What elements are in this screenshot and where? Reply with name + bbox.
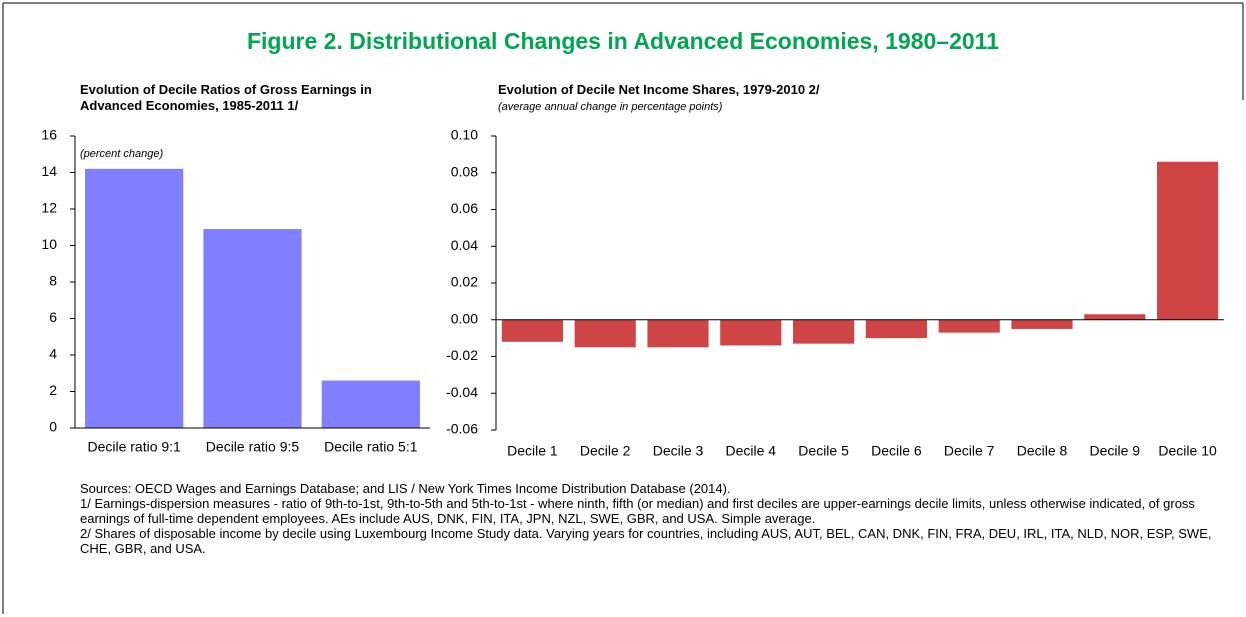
note: Sources: OECD Wages and Earnings Databas… [80,481,731,496]
figure-title: Figure 2. Distributional Changes in Adva… [246,28,999,54]
y-tick-label: 0 [49,419,57,435]
bar [203,229,302,428]
y-tick-label: -0.02 [446,347,478,363]
y-tick-label: 0.10 [451,127,478,143]
notes: Sources: OECD Wages and Earnings Databas… [80,481,1230,556]
x-tick-label: Decile 6 [871,443,922,459]
x-tick-label: Decile 9 [1090,443,1141,459]
bar [1011,319,1073,329]
chart-subtitle: (percent change) [80,148,164,160]
chart-title: Evolution of Decile Net Income Shares, 1… [498,82,820,97]
x-tick-label: Decile 2 [580,443,631,459]
bar [1157,161,1219,320]
bar [574,319,636,348]
y-tick-label: 16 [41,127,57,143]
y-tick-label: 0.04 [451,237,478,253]
note: 1/ Earnings-dispersion measures - ratio … [80,496,1195,526]
y-tick-label: -0.04 [446,384,478,400]
x-tick-label: Decile 3 [653,443,704,459]
x-tick-label: Decile 10 [1158,443,1217,459]
x-tick-label: Decile 1 [507,443,558,459]
note: 2/ Shares of disposable income by decile… [80,526,1212,556]
bar [321,380,420,428]
y-tick-label: -0.06 [446,421,478,437]
bar [938,319,1000,333]
bar [85,168,184,428]
y-tick-label: 0.00 [451,310,478,326]
y-tick-label: 2 [49,382,57,398]
bar [647,319,709,348]
y-tick-label: 0.06 [451,200,478,216]
x-tick-label: Decile 8 [1017,443,1068,459]
y-tick-label: 6 [49,309,57,325]
bar [501,319,563,342]
x-tick-label: Decile 4 [726,443,777,459]
y-tick-label: 0.02 [451,274,478,290]
bar [1084,314,1146,320]
y-tick-label: 14 [41,163,57,179]
bar [865,319,927,339]
x-tick-label: Decile 5 [798,443,849,459]
y-tick-label: 4 [49,346,57,362]
y-tick-label: 12 [41,200,57,216]
chart-title: Evolution of Decile Ratios of Gross Earn… [80,82,372,113]
x-tick-label: Decile ratio 9:1 [87,439,181,455]
y-tick-label: 0.08 [451,163,478,179]
y-tick-label: 8 [49,273,57,289]
y-tick-label: 10 [41,236,57,252]
x-tick-label: Decile 7 [944,443,995,459]
bar [720,319,782,346]
x-tick-label: Decile ratio 5:1 [324,439,418,455]
bar [793,319,855,344]
chart-subtitle: (average annual change in percentage poi… [498,101,723,113]
x-tick-label: Decile ratio 9:5 [206,439,300,455]
